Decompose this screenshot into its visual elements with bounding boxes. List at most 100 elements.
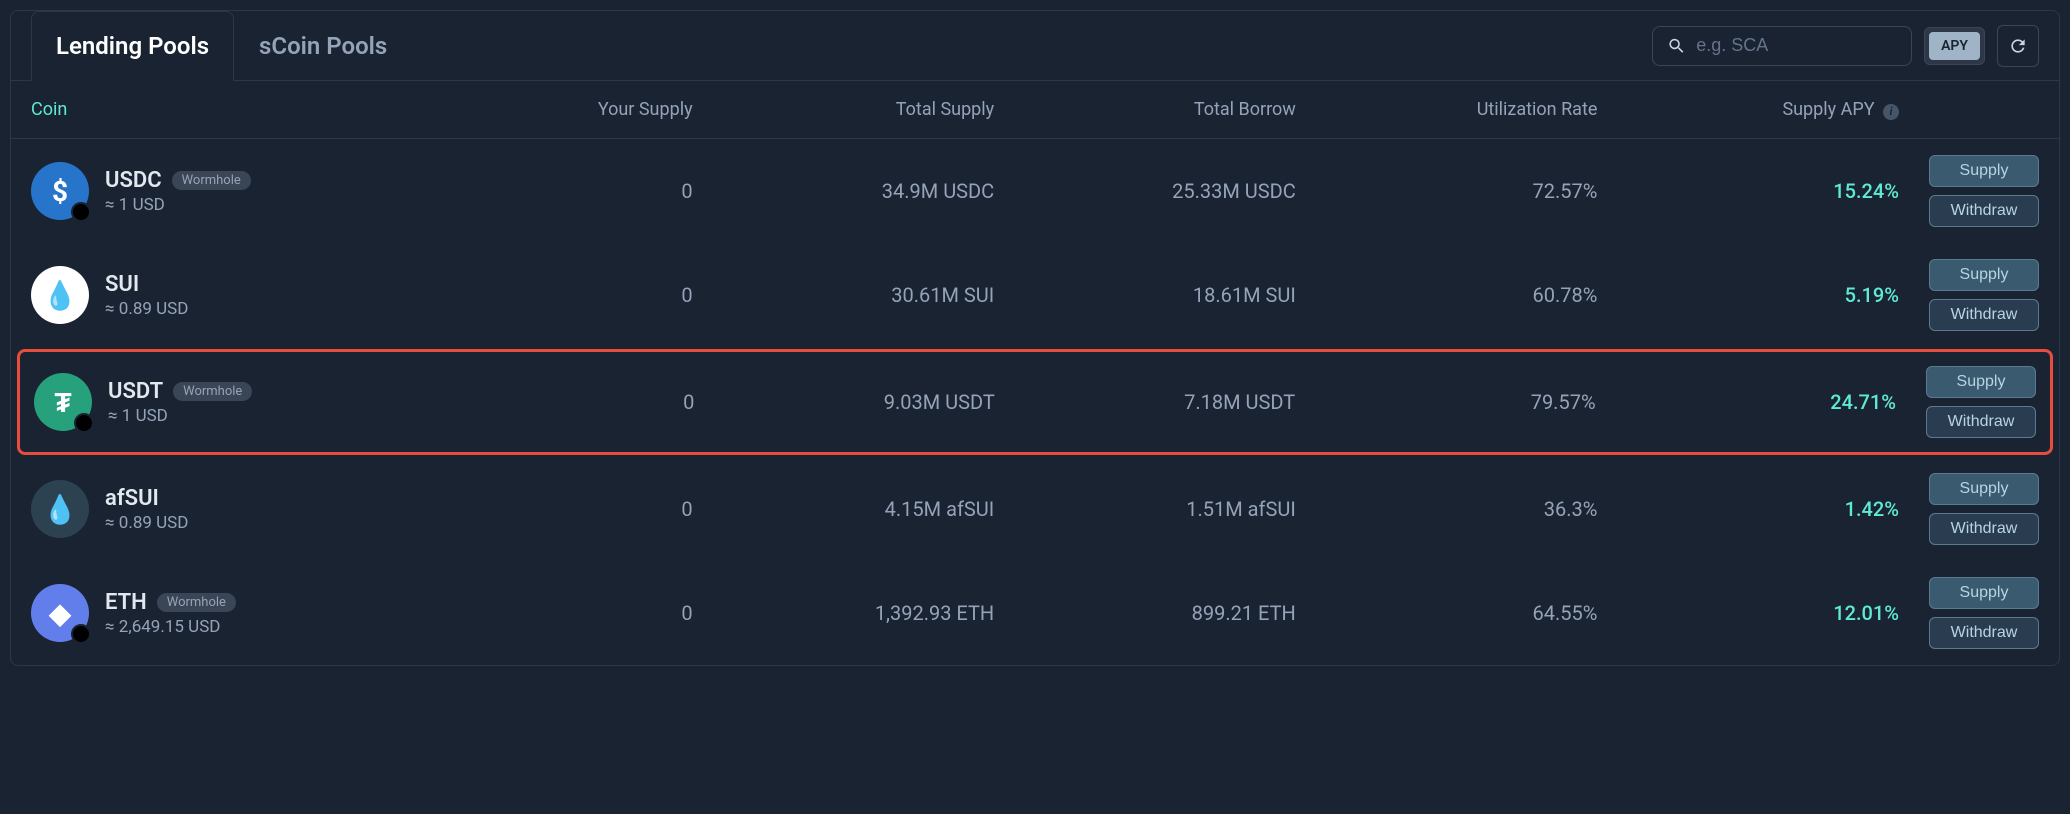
coin-cell: 💧 afSUI ≈ 0.89 USD [31, 480, 391, 538]
coin-icon: ₮ [34, 373, 92, 431]
tab-lending-pools[interactable]: Lending Pools [31, 11, 234, 81]
refresh-icon [2008, 36, 2028, 56]
coin-price: ≈ 0.89 USD [105, 299, 188, 319]
row-actions: Supply Withdraw [1896, 366, 2036, 438]
coin-info: USDT Wormhole ≈ 1 USD [108, 379, 252, 426]
utilization-cell: 79.57% [1295, 390, 1595, 414]
your-supply-cell: 0 [391, 283, 693, 307]
coin-cell: ◆ ETH Wormhole ≈ 2,649.15 USD [31, 584, 391, 642]
total-supply-cell: 4.15M afSUI [693, 497, 995, 521]
tab-list: Lending Pools sCoin Pools [31, 11, 1640, 80]
table-body: $ USDC Wormhole ≈ 1 USD 0 34.9M USDC 25.… [11, 139, 2059, 665]
row-actions: Supply Withdraw [1899, 155, 2039, 227]
search-icon [1667, 35, 1686, 57]
apy-cell: 1.42% [1597, 497, 1899, 521]
coin-price: ≈ 1 USD [108, 406, 252, 426]
supply-button[interactable]: Supply [1929, 259, 2039, 291]
col-header-utilization[interactable]: Utilization Rate [1296, 99, 1598, 120]
withdraw-button[interactable]: Withdraw [1929, 513, 2039, 545]
row-actions: Supply Withdraw [1899, 259, 2039, 331]
coin-symbol-icon: ◆ [49, 597, 71, 630]
info-icon[interactable]: i [1883, 104, 1899, 120]
your-supply-cell: 0 [391, 179, 693, 203]
coin-icon: 💧 [31, 480, 89, 538]
apy-cell: 12.01% [1597, 601, 1899, 625]
coin-icon: ◆ [31, 584, 89, 642]
utilization-cell: 64.55% [1296, 601, 1598, 625]
apy-cell: 15.24% [1597, 179, 1899, 203]
coin-chain-badge-icon [74, 413, 94, 433]
row-actions: Supply Withdraw [1899, 577, 2039, 649]
withdraw-button[interactable]: Withdraw [1929, 617, 2039, 649]
total-borrow-cell: 1.51M afSUI [994, 497, 1296, 521]
coin-symbol-icon: ₮ [54, 386, 71, 419]
coin-info: afSUI ≈ 0.89 USD [105, 486, 188, 533]
coin-name: USDC [105, 168, 162, 193]
coin-symbol-icon: $ [52, 175, 68, 208]
total-borrow-cell: 18.61M SUI [994, 283, 1296, 307]
col-header-your-supply[interactable]: Your Supply [391, 99, 693, 120]
apy-toggle[interactable]: APY [1924, 27, 1985, 65]
col-header-total-supply[interactable]: Total Supply [693, 99, 995, 120]
coin-cell: ₮ USDT Wormhole ≈ 1 USD [34, 373, 394, 431]
coin-price: ≈ 1 USD [105, 195, 251, 215]
coin-cell: $ USDC Wormhole ≈ 1 USD [31, 162, 391, 220]
coin-name: SUI [105, 272, 139, 297]
col-header-supply-apy[interactable]: Supply APY i [1597, 99, 1899, 120]
withdraw-button[interactable]: Withdraw [1926, 406, 2036, 438]
coin-name: ETH [105, 590, 147, 615]
coin-chain-badge-icon [71, 202, 91, 222]
coin-cell: 💧 SUI ≈ 0.89 USD [31, 266, 391, 324]
your-supply-cell: 0 [394, 390, 694, 414]
coin-info: SUI ≈ 0.89 USD [105, 272, 188, 319]
coin-icon: $ [31, 162, 89, 220]
supply-button[interactable]: Supply [1926, 366, 2036, 398]
total-borrow-cell: 25.33M USDC [994, 179, 1296, 203]
row-actions: Supply Withdraw [1899, 473, 2039, 545]
apy-cell: 24.71% [1596, 390, 1896, 414]
your-supply-cell: 0 [391, 497, 693, 521]
coin-info: ETH Wormhole ≈ 2,649.15 USD [105, 590, 236, 637]
search-box[interactable] [1652, 26, 1912, 66]
total-borrow-cell: 7.18M USDT [995, 390, 1295, 414]
table-row[interactable]: 💧 afSUI ≈ 0.89 USD 0 4.15M afSUI 1.51M a… [11, 457, 2059, 561]
wormhole-badge: Wormhole [157, 593, 236, 612]
total-supply-cell: 9.03M USDT [694, 390, 994, 414]
table-row[interactable]: 💧 SUI ≈ 0.89 USD 0 30.61M SUI 18.61M SUI… [11, 243, 2059, 347]
coin-name: USDT [108, 379, 163, 404]
lending-pools-panel: Lending Pools sCoin Pools APY Coin Your … [10, 10, 2060, 666]
supply-apy-label: Supply APY [1782, 99, 1874, 120]
coin-symbol-icon: 💧 [43, 493, 78, 526]
coin-name: afSUI [105, 486, 159, 511]
wormhole-badge: Wormhole [172, 171, 251, 190]
withdraw-button[interactable]: Withdraw [1929, 195, 2039, 227]
utilization-cell: 36.3% [1296, 497, 1598, 521]
withdraw-button[interactable]: Withdraw [1929, 299, 2039, 331]
your-supply-cell: 0 [391, 601, 693, 625]
supply-button[interactable]: Supply [1929, 155, 2039, 187]
supply-button[interactable]: Supply [1929, 473, 2039, 505]
col-header-total-borrow[interactable]: Total Borrow [994, 99, 1296, 120]
supply-button[interactable]: Supply [1929, 577, 2039, 609]
table-row[interactable]: ◆ ETH Wormhole ≈ 2,649.15 USD 0 1,392.93… [11, 561, 2059, 665]
total-borrow-cell: 899.21 ETH [994, 601, 1296, 625]
search-input[interactable] [1696, 35, 1897, 56]
table-row[interactable]: ₮ USDT Wormhole ≈ 1 USD 0 9.03M USDT 7.1… [17, 349, 2053, 455]
total-supply-cell: 1,392.93 ETH [693, 601, 995, 625]
col-header-coin[interactable]: Coin [31, 99, 391, 120]
table-header: Coin Your Supply Total Supply Total Borr… [11, 81, 2059, 139]
coin-price: ≈ 0.89 USD [105, 513, 188, 533]
coin-symbol-icon: 💧 [43, 279, 78, 312]
table-row[interactable]: $ USDC Wormhole ≈ 1 USD 0 34.9M USDC 25.… [11, 139, 2059, 243]
tab-scoin-pools[interactable]: sCoin Pools [234, 11, 412, 80]
coin-icon: 💧 [31, 266, 89, 324]
apy-label: APY [1929, 32, 1980, 60]
panel-header: Lending Pools sCoin Pools APY [11, 11, 2059, 81]
wormhole-badge: Wormhole [173, 382, 252, 401]
utilization-cell: 60.78% [1296, 283, 1598, 307]
total-supply-cell: 30.61M SUI [693, 283, 995, 307]
utilization-cell: 72.57% [1296, 179, 1598, 203]
apy-cell: 5.19% [1597, 283, 1899, 307]
refresh-button[interactable] [1997, 25, 2039, 67]
coin-price: ≈ 2,649.15 USD [105, 617, 236, 637]
